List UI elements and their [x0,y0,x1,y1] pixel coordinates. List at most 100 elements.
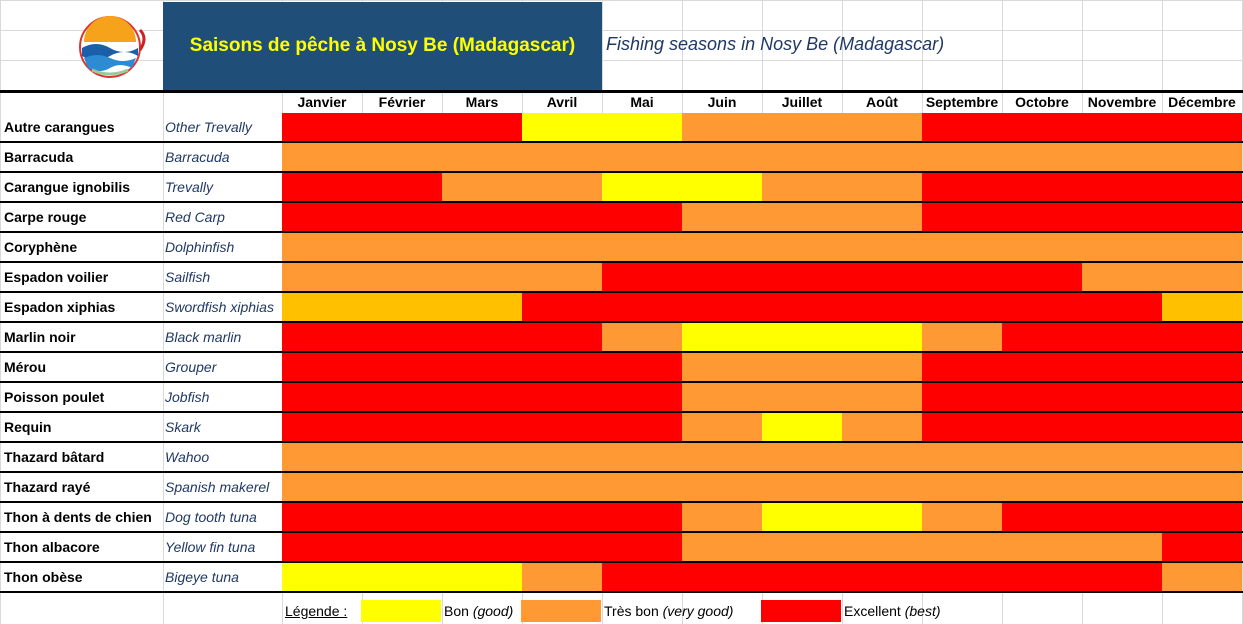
season-cell [362,383,442,411]
season-cell [602,113,682,141]
fish-name-english: Dog tooth tuna [165,509,257,525]
row-border [0,201,1243,203]
season-cell [1002,443,1082,471]
season-cell [922,203,1002,231]
season-cell [1162,113,1242,141]
season-cell [1002,533,1082,561]
season-cell [442,203,522,231]
fish-name-french: Coryphène [4,239,78,255]
season-cell [442,323,522,351]
season-cell [282,143,362,171]
season-cell [442,383,522,411]
table-row: Thazard rayé Spanish makerel [0,473,1243,503]
fish-name-french: Thazard bâtard [4,449,105,465]
table-row: Marlin noir Black marlin [0,323,1243,353]
season-cell [1082,563,1162,591]
season-cell [1082,263,1162,291]
season-cell [442,503,522,531]
season-cell [1082,533,1162,561]
month-header: Septembre [925,94,999,110]
table-row: Carpe rouge Red Carp [0,203,1243,233]
season-cell [362,353,442,381]
fish-name-french: Carangue ignobilis [4,179,131,195]
season-cell [1082,473,1162,501]
season-cell [1002,233,1082,261]
season-cell [442,533,522,561]
row-border [0,561,1243,563]
table-row: Requin Skark [0,413,1243,443]
season-cell [1002,203,1082,231]
season-cell [282,563,362,591]
season-cell [762,473,842,501]
season-cell [1082,353,1162,381]
season-cell [1162,323,1242,351]
season-cell [522,503,602,531]
season-cell [682,413,762,441]
season-cell [682,443,762,471]
season-cell [762,173,842,201]
season-cell [762,443,842,471]
season-cell [1082,143,1162,171]
season-cell [1082,503,1162,531]
fish-name-english: Trevally [165,179,213,195]
title-french: Saisons de pêche à Nosy Be (Madagascar) [189,35,576,56]
gridline-vertical [163,0,164,624]
legend-label-excellent: Excellent (best) [844,603,941,619]
season-cell [602,503,682,531]
season-cell [522,233,602,261]
table-row: Espadon xiphias Swordfish xiphias [0,293,1243,323]
season-cell [522,173,602,201]
row-border [0,441,1243,443]
season-cell [922,533,1002,561]
fish-name-french: Espadon xiphias [4,299,116,315]
season-cell [522,563,602,591]
table-row: Autre carangues Other Trevally [0,113,1243,143]
season-cell [762,533,842,561]
season-cell [842,413,922,441]
table-row: Carangue ignobilis Trevally [0,173,1243,203]
gridline-horizontal [0,30,1243,31]
fish-name-english: Wahoo [165,449,210,465]
table-row: Thon albacore Yellow fin tuna [0,533,1243,563]
season-cell [602,203,682,231]
season-cell [602,413,682,441]
season-cell [1082,203,1162,231]
season-cell [442,443,522,471]
season-cell [842,443,922,471]
table-row: Mérou Grouper [0,353,1243,383]
season-cell [682,143,762,171]
fish-name-french: Marlin noir [4,329,76,345]
season-cell [362,413,442,441]
season-cell [682,113,762,141]
season-cell [1002,263,1082,291]
season-cell [922,563,1002,591]
season-cell [362,233,442,261]
row-border [0,471,1243,473]
season-cell [842,203,922,231]
season-cell [762,503,842,531]
season-cell [1162,263,1242,291]
season-cell [682,233,762,261]
season-cell [842,563,922,591]
table-row: Coryphène Dolphinfish [0,233,1243,263]
season-cell [1162,563,1242,591]
table-row: Espadon voilier Sailfish [0,263,1243,293]
fish-name-french: Mérou [4,359,46,375]
season-cell [842,533,922,561]
season-cell [1002,293,1082,321]
legend-swatch-tres-bon [521,600,601,622]
season-cell [522,473,602,501]
season-cell [842,143,922,171]
season-cell [522,203,602,231]
logo-icon [70,12,160,82]
season-cell [1162,203,1242,231]
season-cell [1082,443,1162,471]
fish-name-french: Thon à dents de chien [4,509,152,525]
fish-name-english: Dolphinfish [165,239,235,255]
fish-name-english: Black marlin [165,329,242,345]
month-header: Novembre [1087,94,1157,110]
season-cell [922,233,1002,261]
season-cell [522,443,602,471]
fish-name-english: Skark [165,419,201,435]
